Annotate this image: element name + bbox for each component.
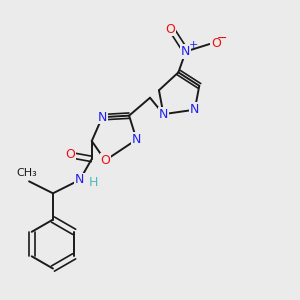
Text: N: N bbox=[190, 103, 200, 116]
Text: O: O bbox=[100, 154, 110, 167]
Text: O: O bbox=[165, 22, 175, 36]
Text: +: + bbox=[189, 40, 198, 50]
Text: N: N bbox=[181, 45, 190, 58]
Text: N: N bbox=[132, 133, 141, 146]
Text: N: N bbox=[159, 108, 168, 121]
Text: O: O bbox=[211, 38, 220, 50]
Text: CH₃: CH₃ bbox=[16, 168, 37, 178]
Text: H: H bbox=[88, 176, 98, 189]
Text: O: O bbox=[65, 148, 75, 161]
Text: N: N bbox=[98, 111, 107, 124]
Text: N: N bbox=[75, 173, 85, 186]
Text: −: − bbox=[216, 32, 227, 45]
